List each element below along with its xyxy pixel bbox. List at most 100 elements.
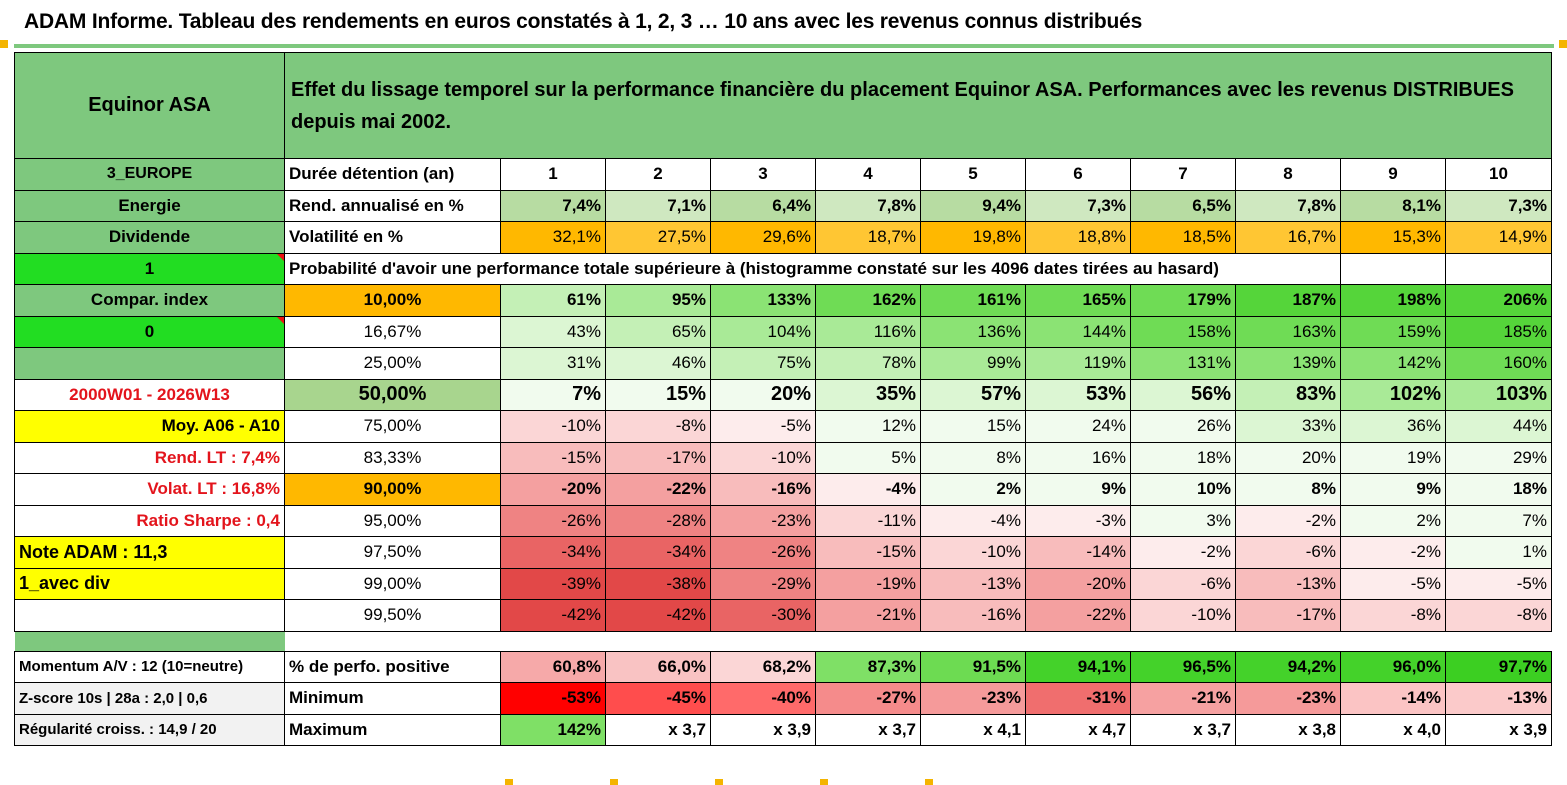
quantile-value: 16%: [1025, 441, 1131, 474]
period-label: 2000W01 - 2026W13: [14, 378, 285, 411]
quantile-value: 15%: [605, 378, 711, 411]
year-header: 1: [500, 158, 606, 191]
quantile-value: -5%: [1340, 567, 1446, 600]
quantile-value: -10%: [920, 536, 1026, 569]
marker-dot: [715, 779, 723, 785]
quantile-value: 136%: [920, 315, 1026, 348]
quantile-value: -16%: [710, 473, 816, 506]
quantile-value: 165%: [1025, 284, 1131, 317]
maximum-value: 142%: [500, 713, 606, 746]
maximum-label: Maximum: [284, 713, 501, 746]
quantile-value: 10%: [1130, 473, 1236, 506]
quantile-value: 144%: [1025, 315, 1131, 348]
minimum-value: -31%: [1025, 682, 1131, 715]
quantile-label: 97,50%: [284, 536, 501, 569]
quantile-value: -10%: [500, 410, 606, 443]
quantile-value: 56%: [1130, 378, 1236, 411]
quantile-value: -2%: [1340, 536, 1446, 569]
quantile-value: 142%: [1340, 347, 1446, 380]
rend-value: 7,8%: [815, 189, 921, 222]
positive-value: 91,5%: [920, 650, 1026, 683]
rend-value: 7,1%: [605, 189, 711, 222]
year-header: 4: [815, 158, 921, 191]
type-label: Dividende: [14, 221, 285, 254]
minimum-value: -45%: [605, 682, 711, 715]
quantile-value: -10%: [1130, 599, 1236, 632]
quantile-value: 99%: [920, 347, 1026, 380]
quantile-value: -19%: [815, 567, 921, 600]
rend-lt-label: Rend. LT : 7,4%: [14, 441, 285, 474]
positive-value: 94,1%: [1025, 650, 1131, 683]
table-description: Effet du lissage temporel sur la perform…: [284, 52, 1552, 159]
moy-label: Moy. A06 - A10: [14, 410, 285, 443]
quantile-value: -11%: [815, 504, 921, 537]
quantile-value: -42%: [605, 599, 711, 632]
quantile-value: 44%: [1445, 410, 1552, 443]
vol-value: 27,5%: [605, 221, 711, 254]
quantile-value: 9%: [1340, 473, 1446, 506]
quantile-value: -22%: [1025, 599, 1131, 632]
quantile-value: -34%: [605, 536, 711, 569]
maximum-value: x 3,8: [1235, 713, 1341, 746]
marker-dot: [505, 779, 513, 785]
zscore-label: Z-score 10s | 28a : 2,0 | 0,6: [14, 682, 285, 715]
quantile-value: 61%: [500, 284, 606, 317]
quantile-value: 158%: [1130, 315, 1236, 348]
quantile-value: -2%: [1130, 536, 1236, 569]
quantile-value: -13%: [1235, 567, 1341, 600]
quantile-value: -5%: [710, 410, 816, 443]
quantile-value: 119%: [1025, 347, 1131, 380]
quantile-value: 3%: [1130, 504, 1236, 537]
minimum-value: -14%: [1340, 682, 1446, 715]
quantile-value: 95%: [605, 284, 711, 317]
quantile-value: 116%: [815, 315, 921, 348]
minimum-value: -13%: [1445, 682, 1552, 715]
quantile-value: 206%: [1445, 284, 1552, 317]
quantile-value: 133%: [710, 284, 816, 317]
year-header: 2: [605, 158, 711, 191]
rend-value: 9,4%: [920, 189, 1026, 222]
durations-label: Durée détention (an): [284, 158, 501, 191]
quantile-value: 83%: [1235, 378, 1341, 411]
quantile-value: -3%: [1025, 504, 1131, 537]
quantile-value: 24%: [1025, 410, 1131, 443]
quantile-value: 104%: [710, 315, 816, 348]
empty-cell: [14, 599, 285, 632]
rend-value: 7,8%: [1235, 189, 1341, 222]
maximum-value: x 3,7: [815, 713, 921, 746]
vol-value: 32,1%: [500, 221, 606, 254]
quantile-value: 159%: [1340, 315, 1446, 348]
positive-value: 96,5%: [1130, 650, 1236, 683]
quantile-value: 179%: [1130, 284, 1236, 317]
rend-value: 7,4%: [500, 189, 606, 222]
quantile-value: -28%: [605, 504, 711, 537]
quantile-value: -26%: [500, 504, 606, 537]
year-header: 7: [1130, 158, 1236, 191]
year-header: 3: [710, 158, 816, 191]
positive-value: 87,3%: [815, 650, 921, 683]
vol-value: 19,8%: [920, 221, 1026, 254]
corner-marker-left: [0, 40, 8, 48]
quantile-value: 1%: [1445, 536, 1552, 569]
quantile-value: 15%: [920, 410, 1026, 443]
quantile-value: -17%: [605, 441, 711, 474]
quantile-value: 187%: [1235, 284, 1341, 317]
corner-marker-right: [1559, 40, 1567, 48]
quantile-label: 95,00%: [284, 504, 501, 537]
quantile-value: -14%: [1025, 536, 1131, 569]
rend-label: Rend. annualisé en %: [284, 189, 501, 222]
empty-cell: [1340, 252, 1446, 285]
quantile-value: 36%: [1340, 410, 1446, 443]
empty-green-cell: [14, 347, 285, 380]
quantile-value: 18%: [1445, 473, 1552, 506]
quantile-value: -17%: [1235, 599, 1341, 632]
quantile-value: -5%: [1445, 567, 1552, 600]
performance-table: Equinor ASA Effet du lissage temporel su…: [14, 52, 1552, 746]
sharpe-label: Ratio Sharpe : 0,4: [14, 504, 285, 537]
note-adam-label: Note ADAM : 11,3: [14, 536, 285, 569]
marker-dot: [820, 779, 828, 785]
quantile-value: -20%: [500, 473, 606, 506]
quantile-value: -26%: [710, 536, 816, 569]
momentum-label: Momentum A/V : 12 (10=neutre): [14, 650, 285, 683]
rend-value: 6,5%: [1130, 189, 1236, 222]
